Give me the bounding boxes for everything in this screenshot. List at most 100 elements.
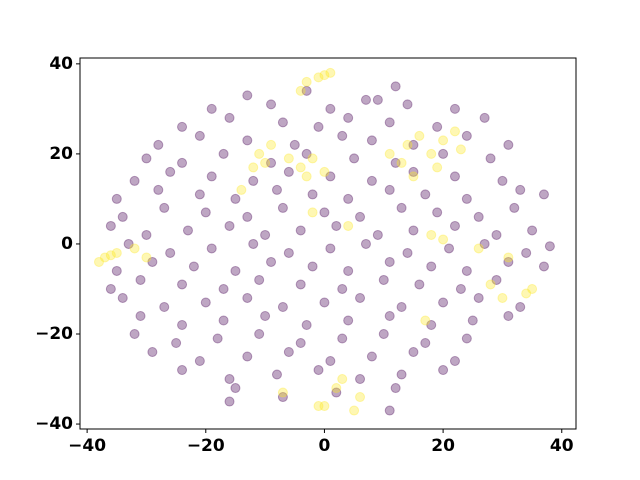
- scatter-point: [236, 184, 247, 195]
- scatter-point: [129, 175, 140, 186]
- scatter-point: [105, 250, 116, 261]
- scatter-point: [313, 401, 324, 412]
- scatter-point: [497, 175, 508, 186]
- scatter-point: [289, 139, 300, 150]
- scatter-point: [355, 392, 366, 403]
- scatter-point: [360, 238, 371, 249]
- scatter-point: [224, 220, 235, 231]
- scatter-point: [295, 225, 306, 236]
- scatter-point: [277, 387, 288, 398]
- scatter-point: [467, 315, 478, 326]
- scatter-point: [527, 225, 538, 236]
- scatter-point: [331, 220, 342, 231]
- scatter-point: [182, 225, 193, 236]
- scatter-point: [426, 261, 437, 272]
- scatter-point: [319, 297, 330, 308]
- scatter-point: [230, 265, 241, 276]
- scatter-point: [390, 383, 401, 394]
- scatter-point: [521, 247, 532, 258]
- scatter-point: [165, 166, 176, 177]
- scatter-point: [177, 157, 188, 168]
- scatter-point: [254, 328, 265, 339]
- scatter-point: [200, 297, 211, 308]
- scatter-point: [544, 241, 555, 252]
- scatter-point: [432, 162, 443, 173]
- scatter-point: [242, 351, 253, 362]
- scatter-point: [384, 310, 395, 321]
- scatter-point: [349, 153, 360, 164]
- scatter-point: [325, 243, 336, 254]
- scatter-point: [396, 157, 407, 168]
- scatter-point: [135, 310, 146, 321]
- scatter-point: [111, 265, 122, 276]
- scatter-point: [355, 374, 366, 385]
- scatter-point: [343, 193, 354, 204]
- scatter-point: [384, 405, 395, 416]
- scatter-point: [438, 135, 449, 146]
- scatter-point: [224, 374, 235, 385]
- scatter-point: [515, 301, 526, 312]
- scatter-point: [153, 184, 164, 195]
- scatter-point: [129, 328, 140, 339]
- scatter-point: [159, 202, 170, 213]
- scatter-point: [360, 94, 371, 105]
- scatter-point: [313, 121, 324, 132]
- scatter-point: [165, 247, 176, 258]
- scatter-point: [117, 211, 128, 222]
- scatter-point: [396, 301, 407, 312]
- scatter-point: [325, 171, 336, 182]
- scatter-point: [248, 175, 259, 186]
- scatter-point: [307, 189, 318, 200]
- scatter-point: [295, 279, 306, 290]
- scatter-point: [402, 99, 413, 110]
- scatter-point: [141, 252, 152, 263]
- scatter-point: [402, 247, 413, 258]
- scatter-point: [212, 333, 223, 344]
- scatter-point: [426, 229, 437, 240]
- scatter-point: [408, 166, 419, 177]
- scatter-point: [355, 292, 366, 303]
- scatter-point: [135, 274, 146, 285]
- scatter-point: [301, 76, 312, 87]
- scatter-point: [301, 85, 312, 96]
- scatter-point: [325, 67, 336, 78]
- scatter-point: [177, 319, 188, 330]
- scatter-point: [319, 166, 330, 177]
- scatter-point: [432, 121, 443, 132]
- scatter-point: [224, 112, 235, 123]
- scatter-point: [283, 166, 294, 177]
- scatter-point: [396, 202, 407, 213]
- x-tick-label: −40: [68, 436, 106, 456]
- x-tick-label: 0: [319, 436, 331, 456]
- scatter-point: [283, 347, 294, 358]
- scatter-point: [485, 279, 496, 290]
- scatter-point: [224, 396, 235, 407]
- scatter-point: [266, 139, 277, 150]
- scatter-point: [343, 265, 354, 276]
- scatter-point: [218, 315, 229, 326]
- scatter-point: [449, 103, 460, 114]
- scatter-point: [420, 189, 431, 200]
- scatter-point: [295, 85, 306, 96]
- scatter-point: [254, 148, 265, 159]
- scatter-point: [414, 279, 425, 290]
- scatter-point: [378, 274, 389, 285]
- scatter-point: [188, 261, 199, 272]
- scatter-point: [301, 319, 312, 330]
- scatter-point: [438, 365, 449, 376]
- scatter-point: [277, 202, 288, 213]
- scatter-point: [337, 283, 348, 294]
- scatter-point: [248, 162, 259, 173]
- scatter-point: [426, 148, 437, 159]
- scatter-point: [141, 153, 152, 164]
- scatter-point: [123, 238, 134, 249]
- scatter-point: [527, 283, 538, 294]
- scatter-point: [408, 171, 419, 182]
- scatter-point: [491, 229, 502, 240]
- scatter-point: [438, 148, 449, 159]
- scatter-point: [111, 193, 122, 204]
- scatter-point: [307, 261, 318, 272]
- scatter-point: [206, 243, 217, 254]
- scatter-point: [301, 148, 312, 159]
- scatter-point: [408, 139, 419, 150]
